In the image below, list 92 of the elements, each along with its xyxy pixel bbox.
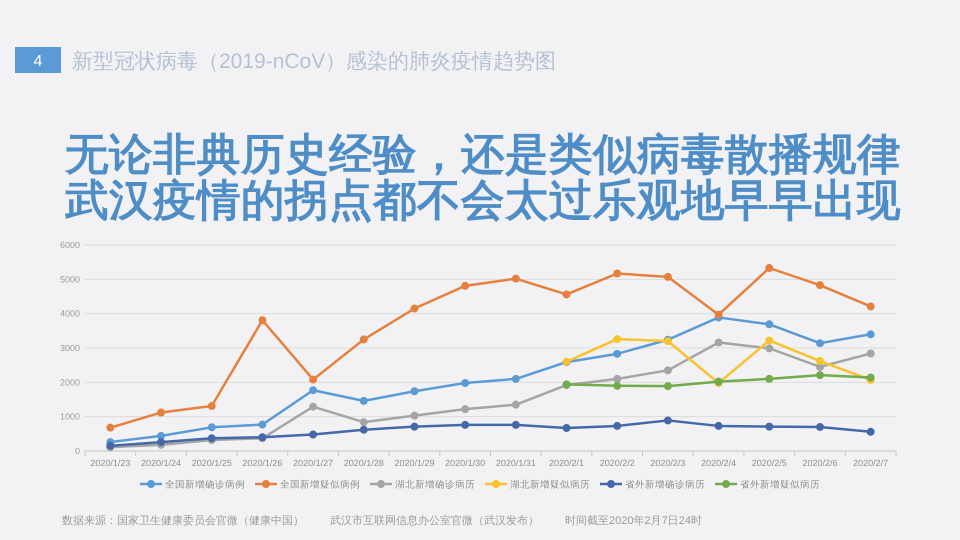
point — [461, 282, 470, 290]
point — [258, 420, 266, 429]
point — [664, 382, 672, 390]
legend-label: 省外新增确诊病历 — [625, 478, 705, 490]
point — [360, 426, 368, 434]
x-tick-label: 2020/1/28 — [344, 458, 384, 468]
text: 4 — [34, 53, 43, 70]
point — [157, 408, 166, 417]
x-tick-label: 2020/1/26 — [242, 458, 282, 468]
point — [208, 402, 216, 410]
chart-title: 无论非典历史经验，还是类似病毒散播规律武汉疫情的拐点都不会太过乐观地早早出现 — [64, 131, 902, 225]
point — [866, 330, 875, 338]
y-tick-label: 6000 — [60, 240, 80, 250]
point — [410, 304, 418, 313]
legend-label: 湖北新增疑似病历 — [510, 478, 590, 490]
point — [360, 335, 368, 344]
x-tick-label: 2020/2/1 — [549, 458, 584, 468]
x-tick-label: 2020/1/27 — [293, 458, 334, 468]
point — [309, 386, 318, 394]
y-tick-label: 1000 — [60, 412, 80, 422]
point — [765, 374, 774, 383]
point — [765, 422, 774, 431]
point — [816, 357, 824, 366]
legend-label: 省外新增疑似病历 — [740, 478, 820, 490]
point — [410, 412, 418, 420]
x-tick-label: 2020/1/29 — [394, 458, 434, 468]
source-note: 数据来源：国家卫生健康委员会官微（健康中国） — [62, 514, 304, 527]
point — [765, 264, 774, 272]
x-tick-label: 2020/2/5 — [752, 458, 787, 468]
y-tick-label: 4000 — [60, 308, 80, 319]
x-tick-label: 2020/2/3 — [650, 458, 686, 468]
point — [613, 382, 622, 390]
point — [714, 310, 723, 319]
point — [562, 290, 571, 298]
x-tick-label: 2020/1/23 — [90, 458, 130, 468]
point — [309, 376, 318, 384]
point — [562, 424, 571, 432]
legend-label: 全国新增确诊病例 — [165, 478, 245, 490]
y-tick-label: 2000 — [60, 377, 80, 388]
text: 时间截至2020年2月7日24时 — [565, 514, 702, 527]
text: 武汉市互联网信息办公室官微（武汉发布） — [330, 514, 539, 527]
point — [512, 374, 520, 383]
point — [866, 302, 875, 310]
y-tick-label: 0 — [74, 446, 80, 456]
point — [816, 422, 824, 431]
x-tick-label: 2020/2/4 — [701, 458, 736, 468]
point — [816, 371, 824, 380]
x-tick-label: 2020/1/31 — [496, 458, 536, 468]
point — [664, 272, 672, 281]
point — [258, 316, 266, 324]
point — [309, 430, 318, 439]
point — [309, 402, 318, 411]
point — [461, 405, 470, 414]
point — [816, 339, 824, 348]
point — [613, 335, 622, 344]
point — [816, 281, 824, 290]
x-tick-label: 2020/2/2 — [600, 458, 635, 468]
point — [106, 424, 114, 432]
point — [157, 438, 166, 446]
point — [866, 349, 875, 358]
point — [866, 428, 875, 436]
point — [714, 338, 723, 347]
x-tick-label: 2020/2/7 — [853, 458, 888, 468]
point — [410, 387, 418, 396]
point — [512, 400, 520, 409]
point — [461, 420, 470, 429]
x-tick-label: 2020/2/6 — [802, 458, 838, 468]
point — [765, 320, 774, 328]
point — [765, 344, 774, 352]
point — [714, 422, 723, 430]
point — [360, 396, 368, 405]
point — [208, 423, 216, 432]
point — [512, 274, 520, 283]
point — [765, 336, 774, 344]
legend-label: 湖北新增确诊病历 — [395, 478, 475, 490]
point — [613, 350, 622, 358]
point — [410, 422, 418, 431]
y-tick-label: 3000 — [60, 343, 80, 353]
point — [512, 420, 520, 429]
x-tick-label: 2020/1/24 — [141, 458, 182, 468]
legend-label: 全国新增疑似病例 — [280, 478, 360, 490]
point — [613, 374, 622, 383]
chart-subtitle: 新型冠状病毒（2019-nCoV）感染的肺炎疫情趋势图 — [72, 50, 556, 73]
point — [613, 269, 622, 278]
point — [664, 366, 672, 374]
point — [360, 418, 368, 426]
point — [613, 422, 622, 430]
x-tick-label: 2020/1/30 — [445, 458, 486, 468]
point — [664, 416, 672, 424]
x-tick-label: 2020/1/25 — [192, 458, 232, 468]
y-tick-label: 5000 — [60, 274, 80, 284]
point — [461, 379, 470, 388]
